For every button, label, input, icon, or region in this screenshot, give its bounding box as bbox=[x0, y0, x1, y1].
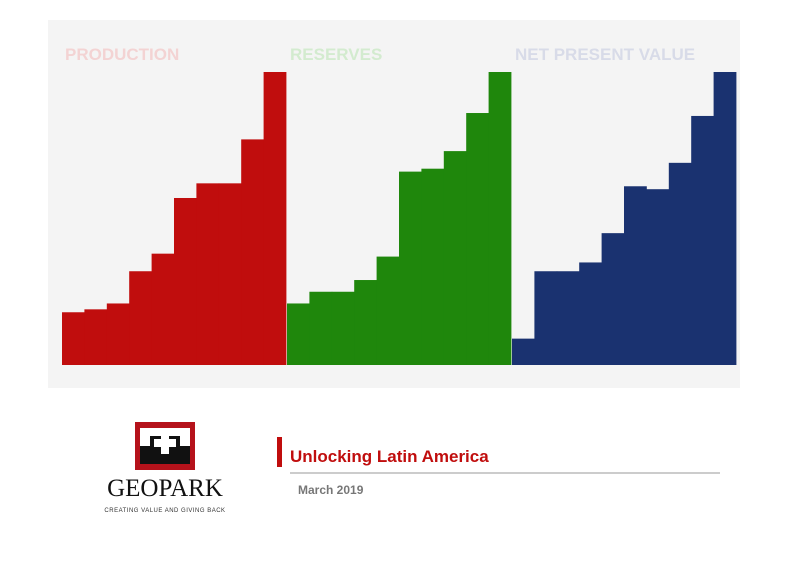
bar bbox=[196, 183, 220, 365]
panel-title: RESERVES bbox=[290, 45, 382, 64]
bar bbox=[287, 303, 310, 365]
bar bbox=[646, 189, 670, 365]
bar bbox=[512, 338, 535, 365]
slide-date: March 2019 bbox=[298, 483, 364, 497]
logo-name: GEOPARK bbox=[107, 475, 223, 502]
bar bbox=[488, 72, 512, 365]
bar bbox=[241, 139, 264, 365]
bar bbox=[556, 271, 580, 365]
bar bbox=[354, 280, 377, 365]
bar bbox=[84, 309, 108, 365]
bar bbox=[399, 171, 422, 365]
bar bbox=[668, 162, 692, 365]
bar bbox=[713, 72, 737, 365]
bar bbox=[174, 197, 197, 365]
bar bbox=[331, 291, 355, 365]
panel-title: PRODUCTION bbox=[65, 45, 179, 64]
accent-bar bbox=[277, 437, 282, 467]
bar bbox=[263, 72, 287, 365]
logo-icon bbox=[135, 422, 195, 470]
bar bbox=[579, 262, 602, 365]
bar bbox=[421, 168, 445, 365]
charts: PRODUCTION RESERVES NET PRESENT VALUE bbox=[62, 45, 737, 366]
bar bbox=[309, 291, 333, 365]
bar bbox=[601, 233, 625, 365]
bar bbox=[129, 271, 152, 365]
panel-title: NET PRESENT VALUE bbox=[515, 45, 695, 64]
bar bbox=[443, 151, 467, 365]
bar bbox=[106, 303, 130, 365]
logo-tagline: CREATING VALUE AND GIVING BACK bbox=[104, 508, 225, 514]
bar bbox=[62, 312, 85, 365]
bar bbox=[376, 256, 400, 365]
bar bbox=[218, 183, 242, 365]
slide-title: Unlocking Latin America bbox=[290, 447, 489, 466]
bar bbox=[624, 186, 647, 365]
bar bbox=[151, 253, 175, 365]
bar bbox=[466, 113, 489, 366]
bar bbox=[534, 271, 558, 365]
bar bbox=[691, 115, 714, 365]
